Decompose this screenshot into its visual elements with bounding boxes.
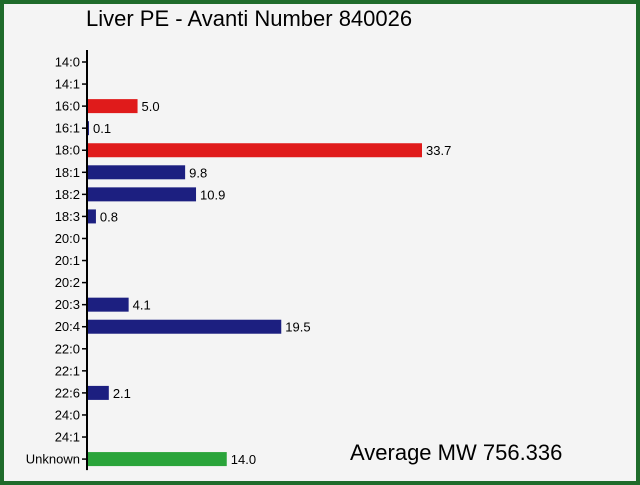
data-label: 5.0 bbox=[142, 99, 160, 114]
y-tick-label: 20:4 bbox=[55, 319, 80, 334]
data-label: 0.8 bbox=[100, 209, 118, 224]
data-label: 0.1 bbox=[93, 121, 111, 136]
data-label: 9.8 bbox=[189, 165, 207, 180]
y-tick-label: 18:3 bbox=[55, 209, 80, 224]
y-tick-label: 18:0 bbox=[55, 143, 80, 158]
average-mw-annotation: Average MW 756.336 bbox=[350, 440, 563, 465]
data-label: 33.7 bbox=[426, 143, 451, 158]
bar bbox=[88, 99, 138, 114]
bar bbox=[88, 385, 109, 400]
bar bbox=[88, 319, 282, 334]
y-tick-label: 20:2 bbox=[55, 275, 80, 290]
bar bbox=[88, 143, 422, 158]
y-tick-label: 22:6 bbox=[55, 385, 80, 400]
y-tick-label: 14:0 bbox=[55, 55, 80, 70]
y-tick-label: Unknown bbox=[26, 452, 80, 467]
y-tick-label: 20:3 bbox=[55, 297, 80, 312]
y-tick-label: 22:1 bbox=[55, 363, 80, 378]
chart-title: Liver PE - Avanti Number 840026 bbox=[86, 6, 413, 31]
y-tick-label: 20:0 bbox=[55, 231, 80, 246]
bar bbox=[88, 187, 197, 202]
bar bbox=[88, 209, 96, 224]
y-tick-label: 24:0 bbox=[55, 407, 80, 422]
data-label: 4.1 bbox=[133, 298, 151, 313]
y-tick-label: 16:1 bbox=[55, 121, 80, 136]
data-label: 10.9 bbox=[200, 187, 225, 202]
y-tick-label: 22:0 bbox=[55, 341, 80, 356]
y-tick-label: 24:1 bbox=[55, 430, 80, 445]
bar bbox=[88, 452, 227, 467]
data-label: 14.0 bbox=[231, 452, 256, 467]
y-tick-label: 14:1 bbox=[55, 77, 80, 92]
y-tick-label: 18:2 bbox=[55, 187, 80, 202]
bar bbox=[88, 121, 89, 136]
y-tick-label: 16:0 bbox=[55, 99, 80, 114]
bar bbox=[88, 165, 186, 180]
data-label: 2.1 bbox=[113, 386, 131, 401]
data-label: 19.5 bbox=[285, 320, 310, 335]
y-tick-label: 18:1 bbox=[55, 165, 80, 180]
bar bbox=[88, 297, 129, 312]
y-tick-label: 20:1 bbox=[55, 253, 80, 268]
